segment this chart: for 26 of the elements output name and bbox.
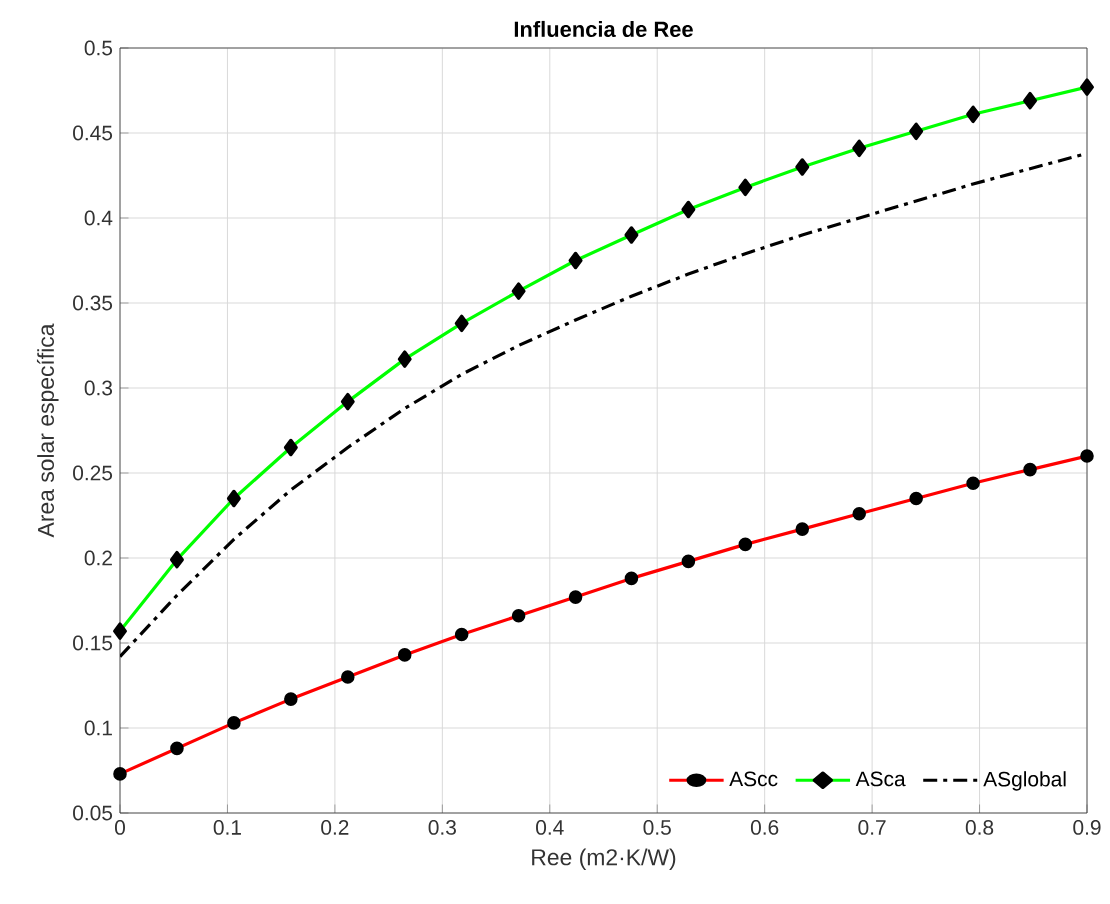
y-tick-label: 0.5 bbox=[84, 40, 113, 56]
y-tick-label: 0.35 bbox=[73, 295, 113, 311]
x-tick-label: 0.9 bbox=[1073, 820, 1101, 835]
x-tick-label: 0 bbox=[114, 820, 125, 835]
legend-label: ASglobal bbox=[983, 771, 1066, 791]
x-tick-label: 0.6 bbox=[750, 820, 779, 835]
x-tick-label: 0.2 bbox=[321, 820, 349, 835]
x-tick-label: 0.8 bbox=[965, 820, 994, 835]
x-tick-label: 0.5 bbox=[643, 820, 671, 835]
y-tick-label: 0.25 bbox=[73, 465, 113, 481]
y-tick-label: 0.15 bbox=[73, 635, 113, 651]
legend-label: AScc bbox=[729, 771, 778, 787]
chart-title: Influencia de Ree bbox=[514, 20, 693, 38]
y-axis-title: Area solar específica bbox=[36, 323, 59, 538]
x-axis-title: Ree (m2·K/W) bbox=[532, 848, 676, 870]
y-tick-label: 0.3 bbox=[84, 380, 113, 396]
y-tick-label: 0.1 bbox=[84, 720, 112, 736]
y-tick-label: 0.05 bbox=[73, 805, 113, 821]
y-tick-label: 0.2 bbox=[84, 550, 112, 566]
x-tick-label: 0.4 bbox=[536, 820, 564, 835]
x-tick-label: 0.3 bbox=[428, 820, 456, 835]
y-tick-label: 0.45 bbox=[73, 125, 113, 141]
x-tick-label: 0.1 bbox=[213, 820, 241, 835]
y-tick-label: 0.4 bbox=[84, 210, 113, 226]
legend-label: ASca bbox=[855, 771, 906, 787]
x-tick-label: 0.7 bbox=[858, 820, 886, 835]
